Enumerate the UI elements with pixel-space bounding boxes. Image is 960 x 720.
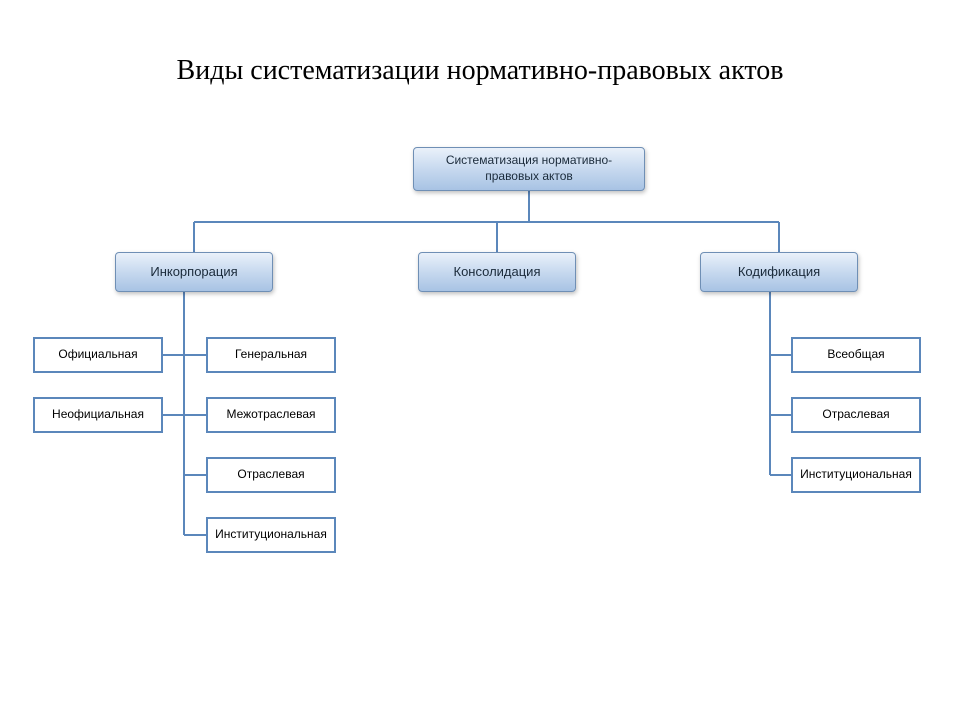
node-inc-institutional: Институциональная xyxy=(206,517,336,553)
node-inc-official: Официальная xyxy=(33,337,163,373)
node-root: Систематизация нормативно-правовых актов xyxy=(413,147,645,191)
node-incorporation: Инкорпорация xyxy=(115,252,273,292)
node-inc-unofficial: Неофициальная xyxy=(33,397,163,433)
node-cod-branch: Отраслевая xyxy=(791,397,921,433)
node-cod-universal: Всеобщая xyxy=(791,337,921,373)
node-inc-branch: Отраслевая xyxy=(206,457,336,493)
node-inc-general: Генеральная xyxy=(206,337,336,373)
node-consolidation: Консолидация xyxy=(418,252,576,292)
node-codification: Кодификация xyxy=(700,252,858,292)
page-title: Виды систематизации нормативно-правовых … xyxy=(0,55,960,87)
node-inc-interbranch: Межотраслевая xyxy=(206,397,336,433)
node-cod-institutional: Институциональная xyxy=(791,457,921,493)
